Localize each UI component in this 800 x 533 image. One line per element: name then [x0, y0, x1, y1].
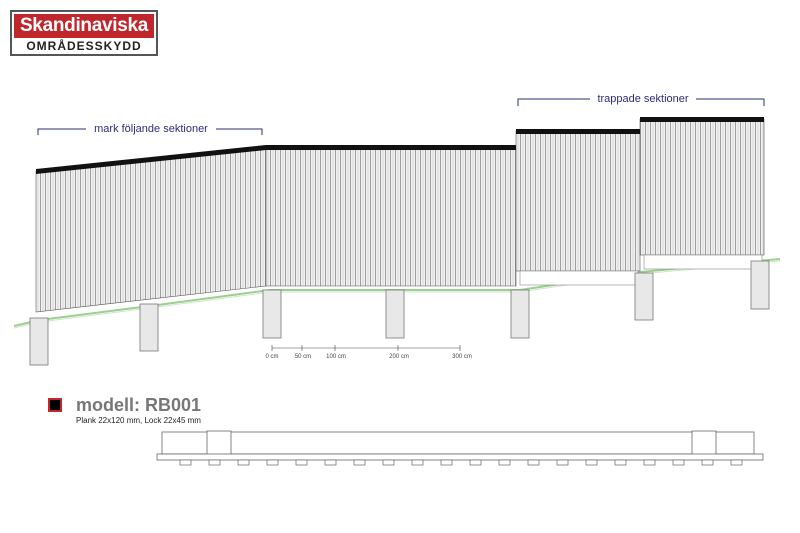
top-view-rail — [161, 431, 755, 455]
top-view-batten — [382, 459, 395, 466]
footing — [385, 289, 405, 339]
top-view-batten — [353, 459, 366, 466]
footing — [262, 289, 282, 339]
top-view-batten — [324, 459, 337, 466]
fence-panel-step-2 — [639, 118, 765, 256]
top-view-batten — [295, 459, 308, 466]
top-view-batten — [672, 459, 685, 466]
fence-cap-step-1 — [516, 129, 640, 134]
top-view-batten — [469, 459, 482, 466]
label-sloped-sections: mark följande sektioner — [94, 123, 208, 135]
logo-wordmark-bottom: OMRÅDESSKYDD — [26, 39, 142, 53]
fence-panel-flat — [265, 146, 517, 287]
fence-cap-step-2 — [640, 117, 764, 122]
top-view-batten — [498, 459, 511, 466]
scale-label-300: 300 cm — [452, 354, 472, 360]
top-view-batten — [411, 459, 424, 466]
fence-panel-step-1 — [515, 130, 641, 272]
top-view-batten — [585, 459, 598, 466]
scale-bar: 0 cm 50 cm 100 cm 200 cm 300 cm — [265, 345, 472, 360]
top-view-base — [156, 453, 764, 461]
footing — [510, 289, 530, 339]
footing — [29, 317, 49, 366]
footing — [634, 272, 654, 321]
top-view-post-left — [206, 430, 232, 456]
top-view-batten — [266, 459, 279, 466]
scale-label-0: 0 cm — [265, 354, 278, 360]
label-stepped-sections: trappade sektioner — [597, 93, 688, 105]
scale-label-100: 100 cm — [326, 354, 346, 360]
top-view-batten — [614, 459, 627, 466]
fence-panel-sloped — [35, 146, 267, 313]
model-color-swatch — [48, 398, 62, 412]
logo-wordmark-top: Skandinaviska — [14, 14, 154, 38]
scale-label-50: 50 cm — [295, 354, 311, 360]
model-spec: Plank 22x120 mm, Lock 22x45 mm — [76, 416, 201, 425]
step-gap-2 — [643, 254, 763, 270]
scale-label-200: 200 cm — [389, 354, 409, 360]
fence-top-view — [156, 430, 764, 466]
fence-cap-sloped — [36, 145, 266, 174]
top-view-batten — [527, 459, 540, 466]
top-view-battens — [179, 459, 743, 466]
fence-cap-flat — [266, 145, 516, 150]
footings — [29, 260, 770, 366]
top-view-batten — [556, 459, 569, 466]
step-gap-1 — [519, 270, 639, 286]
footing — [139, 303, 159, 352]
top-view-post-right — [691, 430, 717, 456]
top-view-batten — [643, 459, 656, 466]
brand-logo: Skandinaviska OMRÅDESSKYDD — [10, 10, 158, 56]
model-title: modell: RB001 — [76, 395, 202, 415]
footing — [750, 260, 770, 310]
top-view-batten — [440, 459, 453, 466]
top-view-batten — [208, 459, 221, 466]
top-view-batten — [237, 459, 250, 466]
top-view-batten — [730, 459, 743, 466]
top-view-batten — [179, 459, 192, 466]
fence-sections — [35, 117, 765, 313]
top-view-batten — [701, 459, 714, 466]
